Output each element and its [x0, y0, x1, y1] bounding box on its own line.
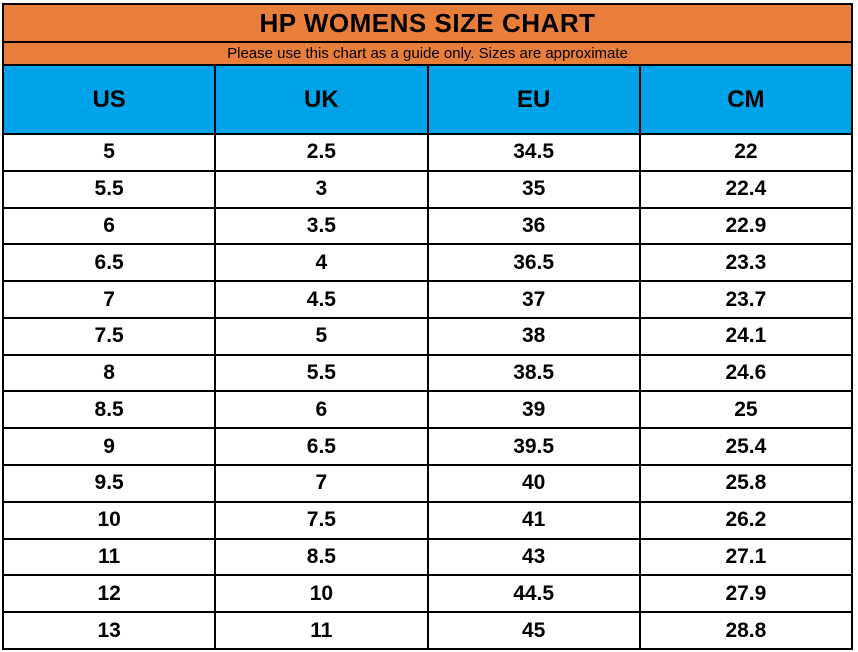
table-cell-r7-c3: 25 — [640, 392, 851, 428]
table-cell-r4-c2: 37 — [428, 282, 639, 317]
table-cell-r0-c2: 34.5 — [428, 135, 639, 170]
table-cell-r0-c3: 22 — [640, 135, 851, 170]
table-cell-r2-c3: 22.9 — [640, 208, 851, 244]
table-cell-r10-c1: 7.5 — [216, 502, 427, 538]
table-cell-r9-c1: 7 — [216, 466, 427, 501]
table-cell-r5-c0: 7.5 — [4, 318, 215, 354]
table-cell-r11-c2: 43 — [428, 539, 639, 575]
table-cell-r11-c3: 27.1 — [640, 539, 851, 575]
chart-subtitle: Please use this chart as a guide only. S… — [4, 43, 851, 64]
table-cell-r3-c0: 6.5 — [4, 245, 215, 281]
table-cell-r10-c0: 10 — [4, 502, 215, 538]
table-cell-r12-c3: 27.9 — [640, 576, 851, 612]
column-header-eu: EU — [428, 66, 639, 133]
table-cell-r8-c3: 25.4 — [640, 429, 851, 465]
table-cell-r3-c2: 36.5 — [428, 245, 639, 281]
table-cell-r2-c1: 3.5 — [216, 208, 427, 244]
table-cell-r4-c0: 7 — [4, 282, 215, 317]
table-cell-r13-c2: 45 — [428, 613, 639, 648]
table-cell-r13-c1: 11 — [216, 613, 427, 648]
table-cell-r9-c0: 9.5 — [4, 466, 215, 501]
table-cell-r1-c1: 3 — [216, 171, 427, 207]
size-chart-table: HP WOMENS SIZE CHART Please use this cha… — [2, 3, 853, 650]
table-cell-r7-c2: 39 — [428, 392, 639, 428]
table-cell-r3-c3: 23.3 — [640, 245, 851, 281]
table-cell-r2-c0: 6 — [4, 208, 215, 244]
table-cell-r5-c2: 38 — [428, 318, 639, 354]
table-cell-r13-c0: 13 — [4, 613, 215, 648]
table-cell-r0-c0: 5 — [4, 135, 215, 170]
table-cell-r7-c1: 6 — [216, 392, 427, 428]
table-cell-r6-c2: 38.5 — [428, 355, 639, 391]
table-cell-r10-c3: 26.2 — [640, 502, 851, 538]
table-cell-r1-c3: 22.4 — [640, 171, 851, 207]
column-header-uk: UK — [216, 66, 427, 133]
table-cell-r8-c2: 39.5 — [428, 429, 639, 465]
table-cell-r9-c3: 25.8 — [640, 466, 851, 501]
column-header-us: US — [4, 66, 215, 133]
table-cell-r0-c1: 2.5 — [216, 135, 427, 170]
table-cell-r5-c3: 24.1 — [640, 318, 851, 354]
table-cell-r7-c0: 8.5 — [4, 392, 215, 428]
table-cell-r4-c3: 23.7 — [640, 282, 851, 317]
table-cell-r1-c2: 35 — [428, 171, 639, 207]
table-cell-r6-c1: 5.5 — [216, 355, 427, 391]
table-cell-r8-c0: 9 — [4, 429, 215, 465]
column-header-cm: CM — [640, 66, 851, 133]
chart-title: HP WOMENS SIZE CHART — [4, 5, 851, 41]
table-cell-r5-c1: 5 — [216, 318, 427, 354]
table-cell-r11-c1: 8.5 — [216, 539, 427, 575]
table-cell-r12-c1: 10 — [216, 576, 427, 612]
table-cell-r6-c3: 24.6 — [640, 355, 851, 391]
table-cell-r8-c1: 6.5 — [216, 429, 427, 465]
table-cell-r12-c0: 12 — [4, 576, 215, 612]
table-cell-r6-c0: 8 — [4, 355, 215, 391]
table-cell-r12-c2: 44.5 — [428, 576, 639, 612]
table-cell-r9-c2: 40 — [428, 466, 639, 501]
table-cell-r4-c1: 4.5 — [216, 282, 427, 317]
table-cell-r11-c0: 11 — [4, 539, 215, 575]
table-cell-r3-c1: 4 — [216, 245, 427, 281]
table-cell-r2-c2: 36 — [428, 208, 639, 244]
table-cell-r10-c2: 41 — [428, 502, 639, 538]
table-cell-r13-c3: 28.8 — [640, 613, 851, 648]
table-cell-r1-c0: 5.5 — [4, 171, 215, 207]
